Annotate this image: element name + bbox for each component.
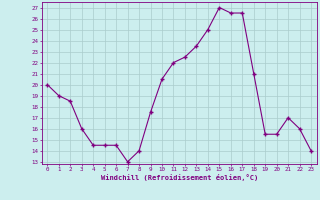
X-axis label: Windchill (Refroidissement éolien,°C): Windchill (Refroidissement éolien,°C) [100,174,258,181]
